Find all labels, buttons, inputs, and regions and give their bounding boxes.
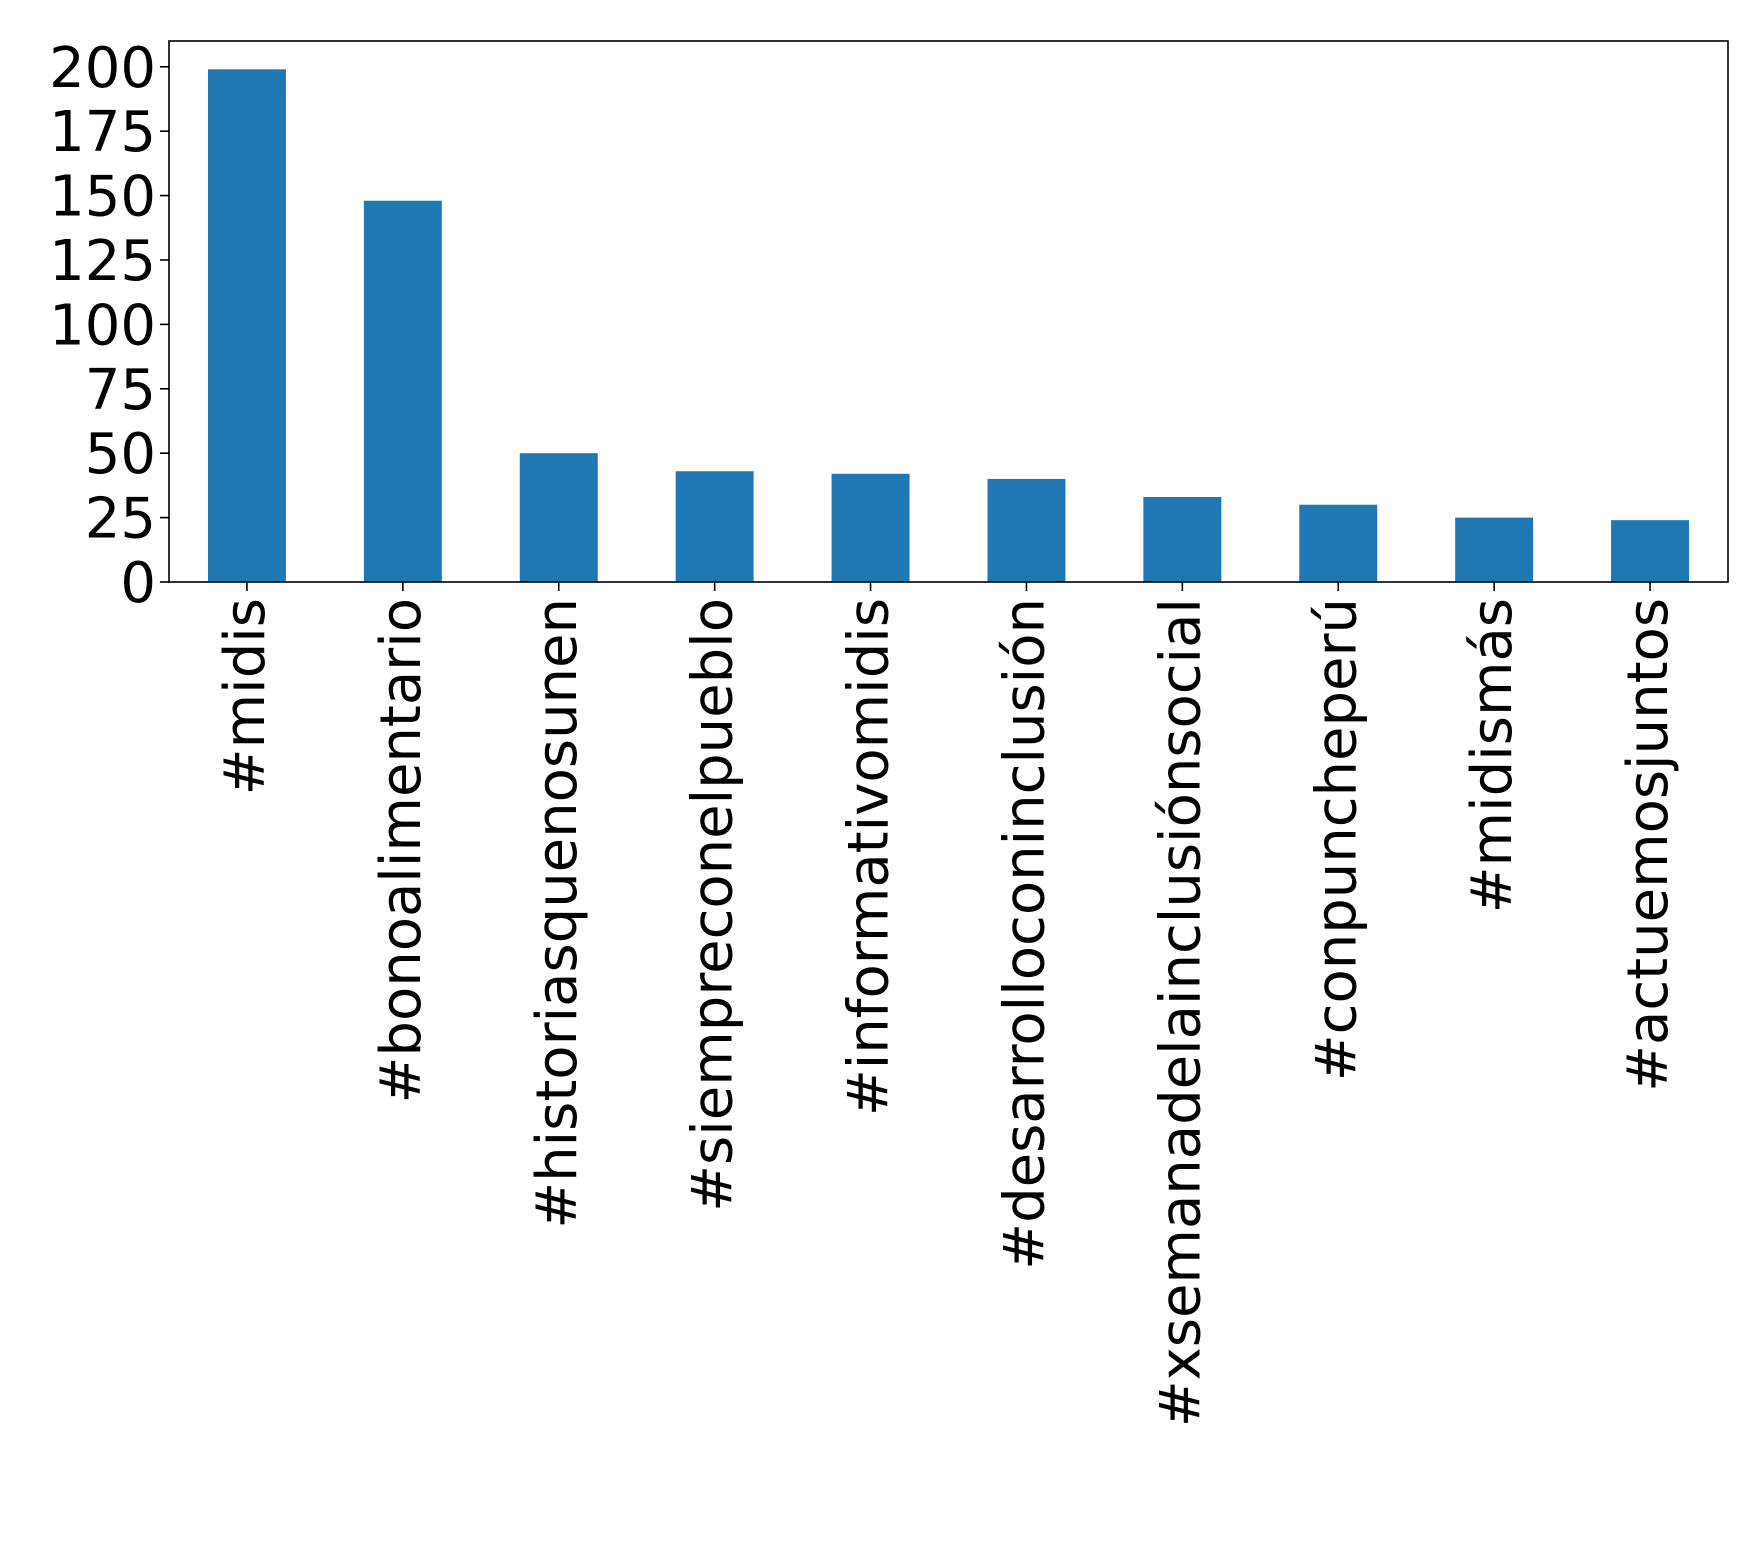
bar-8 [1455,517,1534,582]
y-tick-label: 50 [85,422,156,487]
bar-2 [519,453,598,582]
y-tick-label: 0 [120,551,156,616]
x-tick-label: #conpuncheperú [1304,598,1369,1081]
y-tick-label: 100 [49,293,156,358]
y-tick-label: 25 [85,487,156,552]
bar-3 [675,471,754,582]
y-tick-label: 150 [49,165,156,230]
x-axis: #midis #bonoalimentario #historiasquenosun… [213,582,1681,1427]
x-tick-label: #midismás [1460,598,1525,913]
x-tick-label: #actuemosjuntos [1616,598,1681,1092]
bar-5 [987,478,1066,582]
y-tick-label: 200 [49,36,156,101]
x-tick-label: #desarrolloconinclusión [992,598,1057,1270]
bar-1 [363,200,442,582]
bar-4 [831,473,910,582]
x-tick-label: #midis [213,598,278,795]
plot-frame [168,40,1729,583]
x-tick-label: #siempreconelpueblo [681,598,746,1212]
y-tick-label: 175 [49,100,156,165]
bars-group [207,69,1690,583]
y-tick-label: 125 [49,229,156,294]
y-tick-label: 75 [85,358,156,423]
bar-7 [1299,504,1378,582]
bar-6 [1143,496,1222,582]
x-tick-label: #historiasquenosunen [525,598,590,1229]
x-tick-label: #informativomidis [837,598,902,1116]
x-tick-label: #xsemanadelainclusiónsocial [1148,598,1213,1427]
bar-9 [1611,520,1690,582]
x-tick-label: #bonoalimentario [369,598,434,1104]
bar-0 [207,69,286,583]
